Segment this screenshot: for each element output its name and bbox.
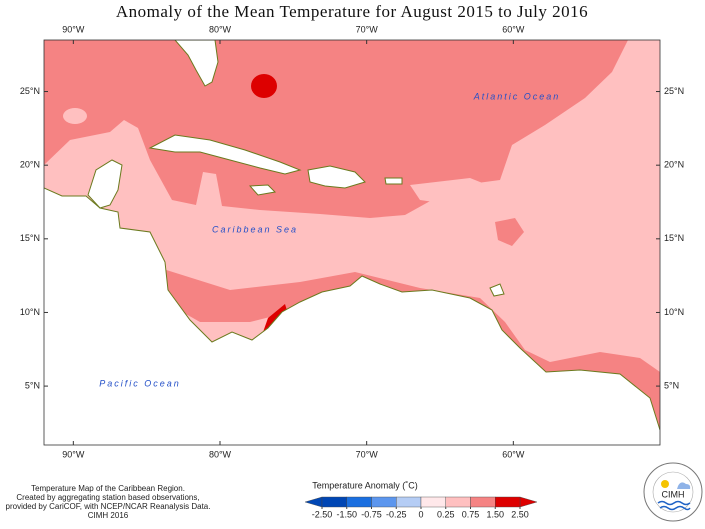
anomaly-light (410, 178, 500, 215)
logo: CIMH (643, 462, 703, 522)
x-tick-label: 60°W (502, 24, 525, 34)
anomaly-medium (44, 40, 628, 218)
jamaica (248, 184, 277, 196)
x-tick-label: 70°W (356, 449, 379, 459)
x-tick-label: 90°W (62, 449, 85, 459)
x-tick-label: 70°W (356, 24, 379, 34)
x-tick-label: 80°W (209, 24, 232, 34)
land (44, 188, 660, 445)
y-tick-label: 15°N (20, 233, 40, 243)
colorbar-label: -2.50 (312, 509, 333, 519)
x-tick-label: 60°W (502, 449, 525, 459)
y-tick-label: 5°N (664, 380, 679, 390)
map-frame (43, 39, 661, 446)
colorbar-segment (470, 496, 496, 508)
cuba (148, 134, 302, 175)
y-tick-label: 10°N (664, 307, 684, 317)
footer-line: provided by CariCOF, with NCEP/NCAR Rean… (6, 502, 211, 511)
legend-title: Temperature Anomaly (˚C) (312, 480, 418, 490)
x-tick-label: 90°W (62, 24, 85, 34)
y-tick-label: 20°N (20, 160, 40, 170)
footer: Temperature Map of the Caribbean Region.… (6, 484, 211, 520)
colorbar-label: -0.25 (386, 509, 407, 519)
y-tick-label: 20°N (664, 160, 684, 170)
y-tick-label: 10°N (20, 307, 40, 317)
florida (174, 40, 219, 87)
colorbar-label: 0.75 (462, 509, 480, 519)
ocean-label: Atlantic Ocean (473, 91, 561, 101)
yucatan (87, 159, 123, 209)
anomaly-high (251, 74, 277, 98)
colorbar-arrow (519, 496, 538, 508)
footer-line: Created by aggregating station based obs… (16, 493, 199, 502)
colorbar-segment (495, 496, 521, 508)
colorbar-label: 0.25 (437, 509, 455, 519)
ocean-label: Pacific Ocean (99, 378, 181, 388)
colorbar-label: 1.50 (486, 509, 504, 519)
trinidad (489, 283, 505, 297)
y-tick-label: 5°N (25, 380, 40, 390)
x-tick-label: 80°W (209, 449, 232, 459)
colorbar-segment (396, 496, 422, 508)
colorbar-segment (445, 496, 471, 508)
anomaly-medium (495, 218, 524, 246)
colorbar-label: -1.50 (336, 509, 357, 519)
colorbar-segment (371, 496, 397, 508)
colorbar-segment (420, 496, 446, 508)
colorbar-arrow (304, 496, 323, 508)
colorbar-segment (321, 496, 347, 508)
map-title: Anomaly of the Mean Temperature for Augu… (116, 2, 588, 21)
hispaniola (307, 165, 366, 189)
colorbar-segment (346, 496, 372, 508)
colorbar-label: 0 (418, 509, 423, 519)
sea-label: Caribbean Sea (212, 224, 298, 234)
map (44, 40, 660, 445)
puerto-rico (384, 177, 403, 185)
anomaly-light (63, 108, 87, 124)
colorbar-label: 2.50 (511, 509, 529, 519)
footer-line: CIMH 2016 (88, 511, 129, 520)
y-tick-label: 15°N (664, 233, 684, 243)
coastline (44, 187, 660, 431)
footer-line: Temperature Map of the Caribbean Region. (31, 484, 185, 493)
logo-text: CIMH (662, 489, 685, 499)
y-tick-label: 25°N (664, 86, 684, 96)
colorbar-label: -0.75 (361, 509, 382, 519)
y-tick-label: 25°N (20, 86, 40, 96)
